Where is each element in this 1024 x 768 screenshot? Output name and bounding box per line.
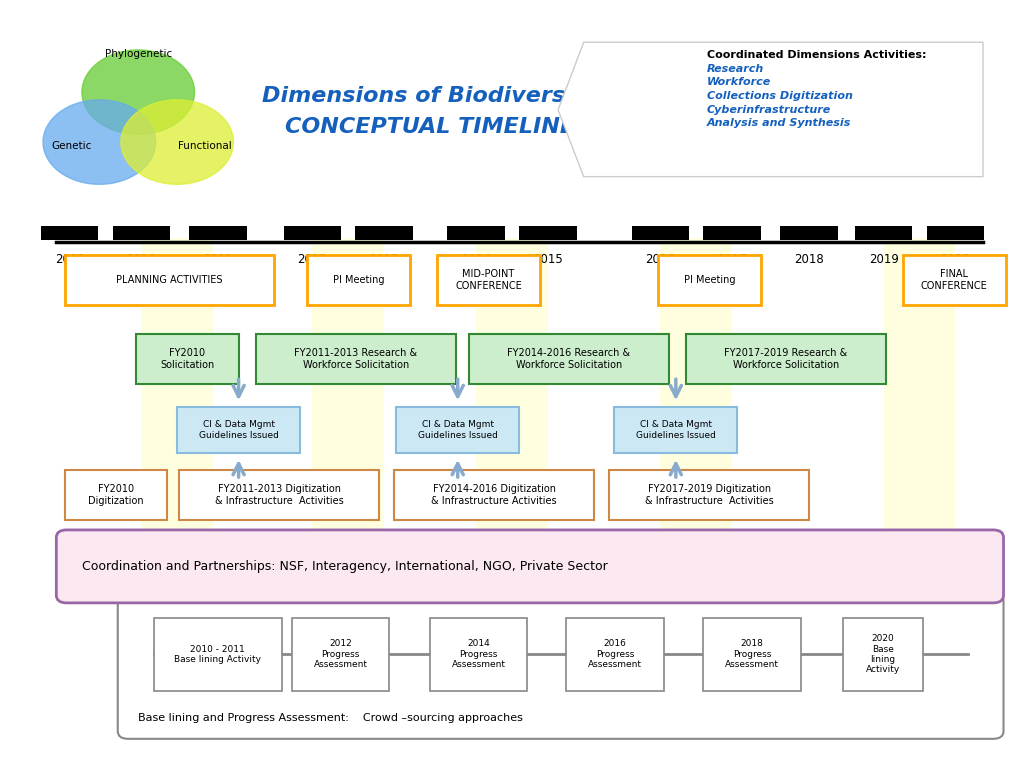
Text: 2010 - 2011
Base lining Activity: 2010 - 2011 Base lining Activity bbox=[174, 644, 261, 664]
FancyBboxPatch shape bbox=[292, 618, 389, 691]
Text: PI Meeting: PI Meeting bbox=[684, 275, 735, 285]
Text: 2010: 2010 bbox=[126, 253, 157, 266]
Text: 2009: 2009 bbox=[54, 253, 85, 266]
FancyBboxPatch shape bbox=[903, 255, 1006, 305]
FancyBboxPatch shape bbox=[855, 226, 912, 240]
Text: 2012: 2012 bbox=[297, 253, 328, 266]
FancyBboxPatch shape bbox=[307, 255, 410, 305]
Text: 2017: 2017 bbox=[717, 253, 748, 266]
Text: Functional: Functional bbox=[178, 141, 231, 151]
Text: PLANNING ACTIVITIES: PLANNING ACTIVITIES bbox=[116, 275, 223, 285]
FancyBboxPatch shape bbox=[660, 238, 732, 576]
Text: Genetic: Genetic bbox=[51, 141, 92, 151]
FancyBboxPatch shape bbox=[884, 238, 955, 576]
FancyBboxPatch shape bbox=[609, 470, 809, 520]
Text: CI & Data Mgmt
Guidelines Issued: CI & Data Mgmt Guidelines Issued bbox=[418, 420, 498, 440]
FancyBboxPatch shape bbox=[177, 407, 300, 453]
Text: 2015: 2015 bbox=[532, 253, 563, 266]
FancyBboxPatch shape bbox=[141, 238, 213, 576]
FancyBboxPatch shape bbox=[396, 407, 519, 453]
FancyBboxPatch shape bbox=[927, 226, 984, 240]
Text: FY2014-2016 Research &
Workforce Solicitation: FY2014-2016 Research & Workforce Solicit… bbox=[507, 348, 631, 370]
Text: PI Meeting: PI Meeting bbox=[333, 275, 384, 285]
Text: MID-POINT
CONFERENCE: MID-POINT CONFERENCE bbox=[455, 269, 522, 291]
FancyBboxPatch shape bbox=[118, 593, 1004, 739]
Circle shape bbox=[82, 50, 195, 134]
Text: 2016: 2016 bbox=[645, 253, 676, 266]
FancyBboxPatch shape bbox=[113, 226, 170, 240]
FancyBboxPatch shape bbox=[355, 226, 413, 240]
Circle shape bbox=[43, 100, 156, 184]
FancyBboxPatch shape bbox=[703, 618, 801, 691]
Text: 2019: 2019 bbox=[868, 253, 899, 266]
FancyBboxPatch shape bbox=[430, 618, 527, 691]
Text: 2018
Progress
Assessment: 2018 Progress Assessment bbox=[725, 640, 779, 669]
Text: 2014
Progress
Assessment: 2014 Progress Assessment bbox=[452, 640, 506, 669]
Text: Workforce: Workforce bbox=[707, 77, 771, 88]
FancyBboxPatch shape bbox=[658, 255, 761, 305]
Text: CI & Data Mgmt
Guidelines Issued: CI & Data Mgmt Guidelines Issued bbox=[199, 420, 279, 440]
FancyBboxPatch shape bbox=[394, 470, 594, 520]
FancyBboxPatch shape bbox=[312, 238, 384, 576]
Text: FY2011-2013 Research &
Workforce Solicitation: FY2011-2013 Research & Workforce Solicit… bbox=[294, 348, 418, 370]
Text: FY2017-2019 Digitization
& Infrastructure  Activities: FY2017-2019 Digitization & Infrastructur… bbox=[645, 484, 773, 506]
Text: FY2010
Digitization: FY2010 Digitization bbox=[88, 484, 143, 506]
FancyBboxPatch shape bbox=[179, 470, 379, 520]
Text: 2012
Progress
Assessment: 2012 Progress Assessment bbox=[313, 640, 368, 669]
FancyBboxPatch shape bbox=[136, 334, 239, 384]
FancyBboxPatch shape bbox=[519, 226, 577, 240]
FancyBboxPatch shape bbox=[189, 226, 247, 240]
FancyBboxPatch shape bbox=[780, 226, 838, 240]
Text: 2016
Progress
Assessment: 2016 Progress Assessment bbox=[588, 640, 642, 669]
FancyBboxPatch shape bbox=[686, 334, 886, 384]
FancyBboxPatch shape bbox=[41, 226, 98, 240]
FancyBboxPatch shape bbox=[65, 470, 167, 520]
FancyBboxPatch shape bbox=[437, 255, 540, 305]
Text: Phylogenetic: Phylogenetic bbox=[104, 48, 172, 59]
Text: Collections Digitization: Collections Digitization bbox=[707, 91, 852, 101]
FancyBboxPatch shape bbox=[476, 238, 548, 576]
FancyBboxPatch shape bbox=[703, 226, 761, 240]
Circle shape bbox=[121, 100, 233, 184]
Text: 2018: 2018 bbox=[794, 253, 824, 266]
Text: 2013: 2013 bbox=[369, 253, 399, 266]
FancyBboxPatch shape bbox=[56, 530, 1004, 603]
Text: FY2010
Solicitation: FY2010 Solicitation bbox=[161, 348, 214, 370]
Text: 2011: 2011 bbox=[203, 253, 233, 266]
Text: CONCEPTUAL TIMELINE: CONCEPTUAL TIMELINE bbox=[285, 117, 575, 137]
FancyBboxPatch shape bbox=[469, 334, 669, 384]
Text: Dimensions of Biodiversity: Dimensions of Biodiversity bbox=[262, 86, 598, 106]
Text: FY2017-2019 Research &
Workforce Solicitation: FY2017-2019 Research & Workforce Solicit… bbox=[724, 348, 848, 370]
Text: Analysis and Synthesis: Analysis and Synthesis bbox=[707, 118, 851, 128]
FancyBboxPatch shape bbox=[256, 334, 456, 384]
Text: Base lining and Progress Assessment:    Crowd –sourcing approaches: Base lining and Progress Assessment: Cro… bbox=[138, 713, 523, 723]
Text: 2020: 2020 bbox=[940, 253, 971, 266]
Text: FY2014-2016 Digitization
& Infrastructure Activities: FY2014-2016 Digitization & Infrastructur… bbox=[431, 484, 557, 506]
Text: Coordinated Dimensions Activities:: Coordinated Dimensions Activities: bbox=[707, 50, 926, 61]
FancyBboxPatch shape bbox=[284, 226, 341, 240]
Text: CI & Data Mgmt
Guidelines Issued: CI & Data Mgmt Guidelines Issued bbox=[636, 420, 716, 440]
Text: Coordination and Partnerships: NSF, Interagency, International, NGO, Private Sec: Coordination and Partnerships: NSF, Inte… bbox=[82, 560, 607, 572]
Text: Cyberinfrastructure: Cyberinfrastructure bbox=[707, 104, 830, 115]
Text: FY2011-2013 Digitization
& Infrastructure  Activities: FY2011-2013 Digitization & Infrastructur… bbox=[215, 484, 343, 506]
Polygon shape bbox=[558, 42, 983, 177]
FancyBboxPatch shape bbox=[614, 407, 737, 453]
Text: 2020
Base
lining
Activity: 2020 Base lining Activity bbox=[865, 634, 900, 674]
Text: FINAL
CONFERENCE: FINAL CONFERENCE bbox=[921, 269, 988, 291]
Text: 2014: 2014 bbox=[461, 253, 492, 266]
FancyBboxPatch shape bbox=[154, 618, 282, 691]
Text: Research: Research bbox=[707, 64, 764, 74]
FancyBboxPatch shape bbox=[447, 226, 505, 240]
FancyBboxPatch shape bbox=[566, 618, 664, 691]
FancyBboxPatch shape bbox=[632, 226, 689, 240]
FancyBboxPatch shape bbox=[843, 618, 923, 691]
FancyBboxPatch shape bbox=[65, 255, 274, 305]
